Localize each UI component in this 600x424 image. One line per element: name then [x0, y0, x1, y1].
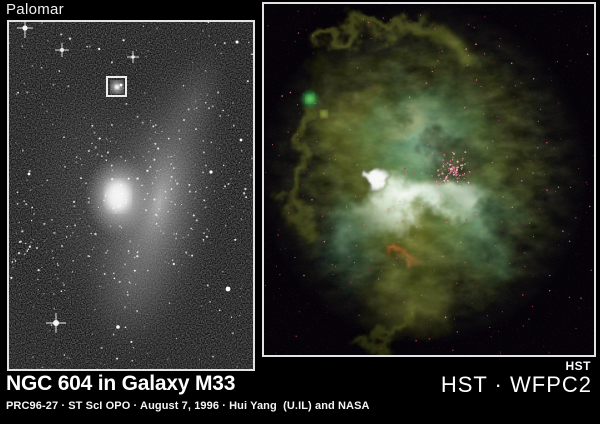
hst-wfpc2-caption: HST · WFPC2 — [440, 372, 592, 397]
ngc604-blob — [111, 81, 123, 93]
page-title: NGC 604 in Galaxy M33 — [6, 372, 236, 395]
credit-line: PRC96-27 · ST ScI OPO · August 7, 1996 ·… — [6, 400, 370, 412]
star-speckles — [264, 4, 594, 354]
ngc604-marker-box — [106, 76, 127, 97]
ngc604-nebula-image — [264, 4, 594, 355]
green-blob — [299, 88, 328, 118]
palomar-label: Palomar — [6, 1, 64, 18]
bright-stars — [17, 22, 243, 333]
starfield — [9, 22, 253, 368]
galaxy-m33-image — [9, 22, 253, 369]
hst-image-panel — [262, 2, 596, 357]
palomar-image-panel — [7, 20, 255, 371]
hst-corner-label: HST — [565, 359, 591, 373]
